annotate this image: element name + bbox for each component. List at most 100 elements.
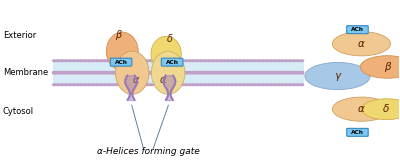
Circle shape — [149, 84, 153, 86]
Circle shape — [222, 60, 226, 62]
Circle shape — [184, 72, 188, 74]
Circle shape — [300, 60, 304, 62]
Circle shape — [253, 84, 257, 86]
Circle shape — [280, 71, 284, 73]
Circle shape — [110, 84, 114, 86]
Circle shape — [153, 71, 157, 73]
Circle shape — [211, 71, 215, 73]
Circle shape — [84, 84, 87, 86]
Circle shape — [103, 72, 107, 74]
Circle shape — [138, 60, 142, 62]
Circle shape — [276, 72, 280, 74]
Circle shape — [218, 84, 222, 86]
Text: ACh: ACh — [114, 60, 128, 65]
Circle shape — [238, 72, 242, 74]
Circle shape — [164, 71, 168, 73]
Circle shape — [84, 60, 87, 62]
Circle shape — [257, 71, 261, 73]
Text: δ: δ — [167, 34, 173, 44]
Circle shape — [103, 71, 107, 73]
Circle shape — [180, 72, 184, 74]
Circle shape — [280, 60, 284, 62]
Circle shape — [141, 71, 145, 73]
Circle shape — [230, 60, 234, 62]
Circle shape — [80, 84, 84, 86]
Circle shape — [172, 72, 176, 74]
Circle shape — [288, 72, 292, 74]
Circle shape — [161, 71, 165, 73]
Circle shape — [103, 84, 107, 86]
Circle shape — [91, 71, 95, 73]
Circle shape — [68, 84, 72, 86]
Circle shape — [68, 71, 72, 73]
Circle shape — [207, 72, 211, 74]
Circle shape — [300, 71, 304, 73]
Text: Membrane: Membrane — [3, 68, 48, 77]
Circle shape — [68, 60, 72, 62]
Circle shape — [130, 72, 134, 74]
FancyBboxPatch shape — [161, 58, 183, 66]
Circle shape — [180, 71, 184, 73]
Circle shape — [141, 60, 145, 62]
Circle shape — [265, 60, 269, 62]
Circle shape — [246, 72, 250, 74]
Text: α: α — [133, 75, 140, 85]
Circle shape — [60, 60, 64, 62]
Circle shape — [126, 84, 130, 86]
Circle shape — [157, 71, 161, 73]
Circle shape — [64, 71, 68, 73]
Circle shape — [176, 84, 180, 86]
Circle shape — [222, 84, 226, 86]
Circle shape — [296, 72, 300, 74]
Circle shape — [80, 60, 84, 62]
Circle shape — [188, 71, 192, 73]
Circle shape — [246, 71, 250, 73]
Circle shape — [99, 72, 103, 74]
Circle shape — [153, 60, 157, 62]
Circle shape — [203, 84, 207, 86]
Circle shape — [64, 72, 68, 74]
Circle shape — [134, 84, 138, 86]
Circle shape — [250, 72, 254, 74]
Circle shape — [134, 71, 138, 73]
Circle shape — [192, 71, 196, 73]
Circle shape — [184, 71, 188, 73]
Circle shape — [149, 71, 153, 73]
Circle shape — [332, 97, 390, 121]
Circle shape — [288, 60, 292, 62]
Circle shape — [110, 71, 114, 73]
Circle shape — [80, 71, 84, 73]
Text: β: β — [115, 30, 122, 40]
Circle shape — [64, 84, 68, 86]
Circle shape — [164, 60, 168, 62]
Circle shape — [222, 71, 226, 73]
Circle shape — [246, 60, 250, 62]
Circle shape — [273, 72, 277, 74]
Circle shape — [168, 60, 172, 62]
Circle shape — [52, 72, 56, 74]
Circle shape — [261, 71, 265, 73]
Circle shape — [292, 72, 296, 74]
Circle shape — [110, 72, 114, 74]
Circle shape — [218, 71, 222, 73]
Circle shape — [149, 60, 153, 62]
Circle shape — [215, 72, 219, 74]
Circle shape — [269, 84, 273, 86]
Circle shape — [261, 84, 265, 86]
Circle shape — [230, 71, 234, 73]
Circle shape — [118, 84, 122, 86]
Circle shape — [261, 60, 265, 62]
Circle shape — [192, 84, 196, 86]
Circle shape — [95, 71, 99, 73]
Circle shape — [280, 72, 284, 74]
FancyBboxPatch shape — [347, 128, 368, 136]
Circle shape — [176, 72, 180, 74]
Circle shape — [184, 60, 188, 62]
Circle shape — [60, 72, 64, 74]
Circle shape — [242, 72, 246, 74]
Circle shape — [176, 60, 180, 62]
Circle shape — [199, 72, 203, 74]
Circle shape — [126, 72, 130, 74]
Text: α: α — [358, 104, 365, 114]
Circle shape — [114, 84, 118, 86]
